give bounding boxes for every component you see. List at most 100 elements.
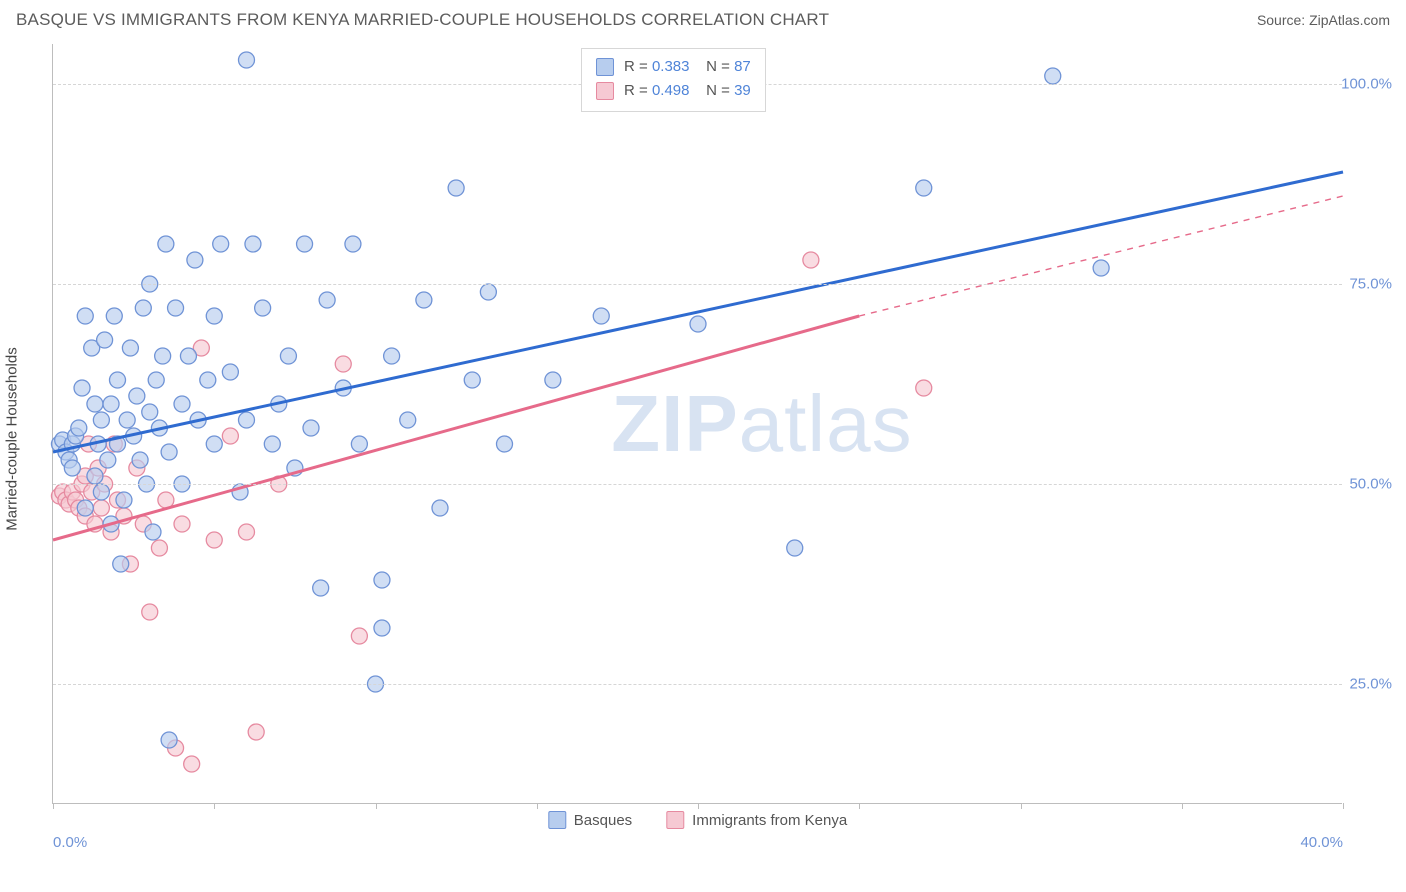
swatch-blue-icon [596, 58, 614, 76]
x-tick [1182, 803, 1183, 809]
x-tick [376, 803, 377, 809]
point-basques [200, 372, 216, 388]
swatch-basques-icon [548, 811, 566, 829]
point-basques [480, 284, 496, 300]
point-basques [71, 420, 87, 436]
scatter-svg [53, 44, 1343, 804]
point-basques [345, 236, 361, 252]
y-tick-label: 100.0% [1341, 76, 1392, 93]
point-basques [1093, 260, 1109, 276]
point-basques [142, 404, 158, 420]
x-tick-label-left: 0.0% [53, 834, 87, 851]
legend-row-pink: R = 0.498 N = 39 [596, 79, 751, 103]
point-basques [239, 52, 255, 68]
series-legend: Basques Immigrants from Kenya [548, 811, 847, 829]
point-kenya [184, 756, 200, 772]
point-basques [93, 412, 109, 428]
point-basques [264, 436, 280, 452]
x-tick [698, 803, 699, 809]
point-basques [255, 300, 271, 316]
point-basques [97, 332, 113, 348]
point-kenya [174, 516, 190, 532]
point-basques [122, 340, 138, 356]
point-basques [313, 580, 329, 596]
point-basques [239, 412, 255, 428]
point-kenya [803, 252, 819, 268]
point-kenya [239, 524, 255, 540]
point-basques [351, 436, 367, 452]
point-basques [213, 236, 229, 252]
point-basques [384, 348, 400, 364]
point-basques [113, 556, 129, 572]
point-basques [158, 236, 174, 252]
point-basques [1045, 68, 1061, 84]
point-kenya [335, 356, 351, 372]
point-basques [690, 316, 706, 332]
legend-item-kenya: Immigrants from Kenya [666, 811, 847, 829]
point-basques [400, 412, 416, 428]
point-basques [161, 444, 177, 460]
point-basques [416, 292, 432, 308]
source-attribution: Source: ZipAtlas.com [1257, 12, 1390, 28]
point-basques [87, 396, 103, 412]
point-kenya [151, 540, 167, 556]
point-basques [100, 452, 116, 468]
point-basques [135, 300, 151, 316]
legend-item-basques: Basques [548, 811, 632, 829]
x-tick [537, 803, 538, 809]
chart-container: Married-couple Households ZIPatlas R = 0… [52, 44, 1392, 834]
point-basques [168, 300, 184, 316]
legend-kenya-label: Immigrants from Kenya [692, 812, 847, 829]
point-basques [155, 348, 171, 364]
point-basques [787, 540, 803, 556]
legend-row-blue: R = 0.383 N = 87 [596, 55, 751, 79]
x-tick [1343, 803, 1344, 809]
legend-basques-label: Basques [574, 812, 632, 829]
point-basques [432, 500, 448, 516]
legend-blue-text: R = 0.383 N = 87 [624, 55, 751, 79]
point-basques [497, 436, 513, 452]
point-basques [116, 492, 132, 508]
x-tick [1021, 803, 1022, 809]
point-kenya [916, 380, 932, 396]
point-kenya [351, 628, 367, 644]
x-tick [859, 803, 860, 809]
point-basques [448, 180, 464, 196]
gridline [53, 484, 1342, 485]
trendline-kenya [53, 316, 859, 540]
point-basques [280, 348, 296, 364]
point-kenya [93, 500, 109, 516]
point-basques [206, 436, 222, 452]
trendline-basques [53, 172, 1343, 452]
point-basques [148, 372, 164, 388]
point-basques [110, 372, 126, 388]
point-basques [303, 420, 319, 436]
point-basques [129, 388, 145, 404]
point-basques [222, 364, 238, 380]
point-basques [74, 380, 90, 396]
point-basques [174, 396, 190, 412]
point-basques [593, 308, 609, 324]
y-tick-label: 75.0% [1349, 276, 1392, 293]
point-basques [545, 372, 561, 388]
chart-title: BASQUE VS IMMIGRANTS FROM KENYA MARRIED-… [16, 10, 829, 30]
point-kenya [142, 604, 158, 620]
point-basques [161, 732, 177, 748]
point-kenya [206, 532, 222, 548]
point-basques [132, 452, 148, 468]
y-tick-label: 25.0% [1349, 676, 1392, 693]
point-kenya [222, 428, 238, 444]
x-tick [214, 803, 215, 809]
y-tick-label: 50.0% [1349, 476, 1392, 493]
point-basques [119, 412, 135, 428]
x-tick [53, 803, 54, 809]
legend-pink-text: R = 0.498 N = 39 [624, 79, 751, 103]
point-basques [464, 372, 480, 388]
gridline [53, 284, 1342, 285]
point-basques [77, 500, 93, 516]
swatch-pink-icon [596, 82, 614, 100]
point-basques [374, 572, 390, 588]
point-basques [374, 620, 390, 636]
trendline-kenya-extrapolated [859, 196, 1343, 316]
point-kenya [248, 724, 264, 740]
